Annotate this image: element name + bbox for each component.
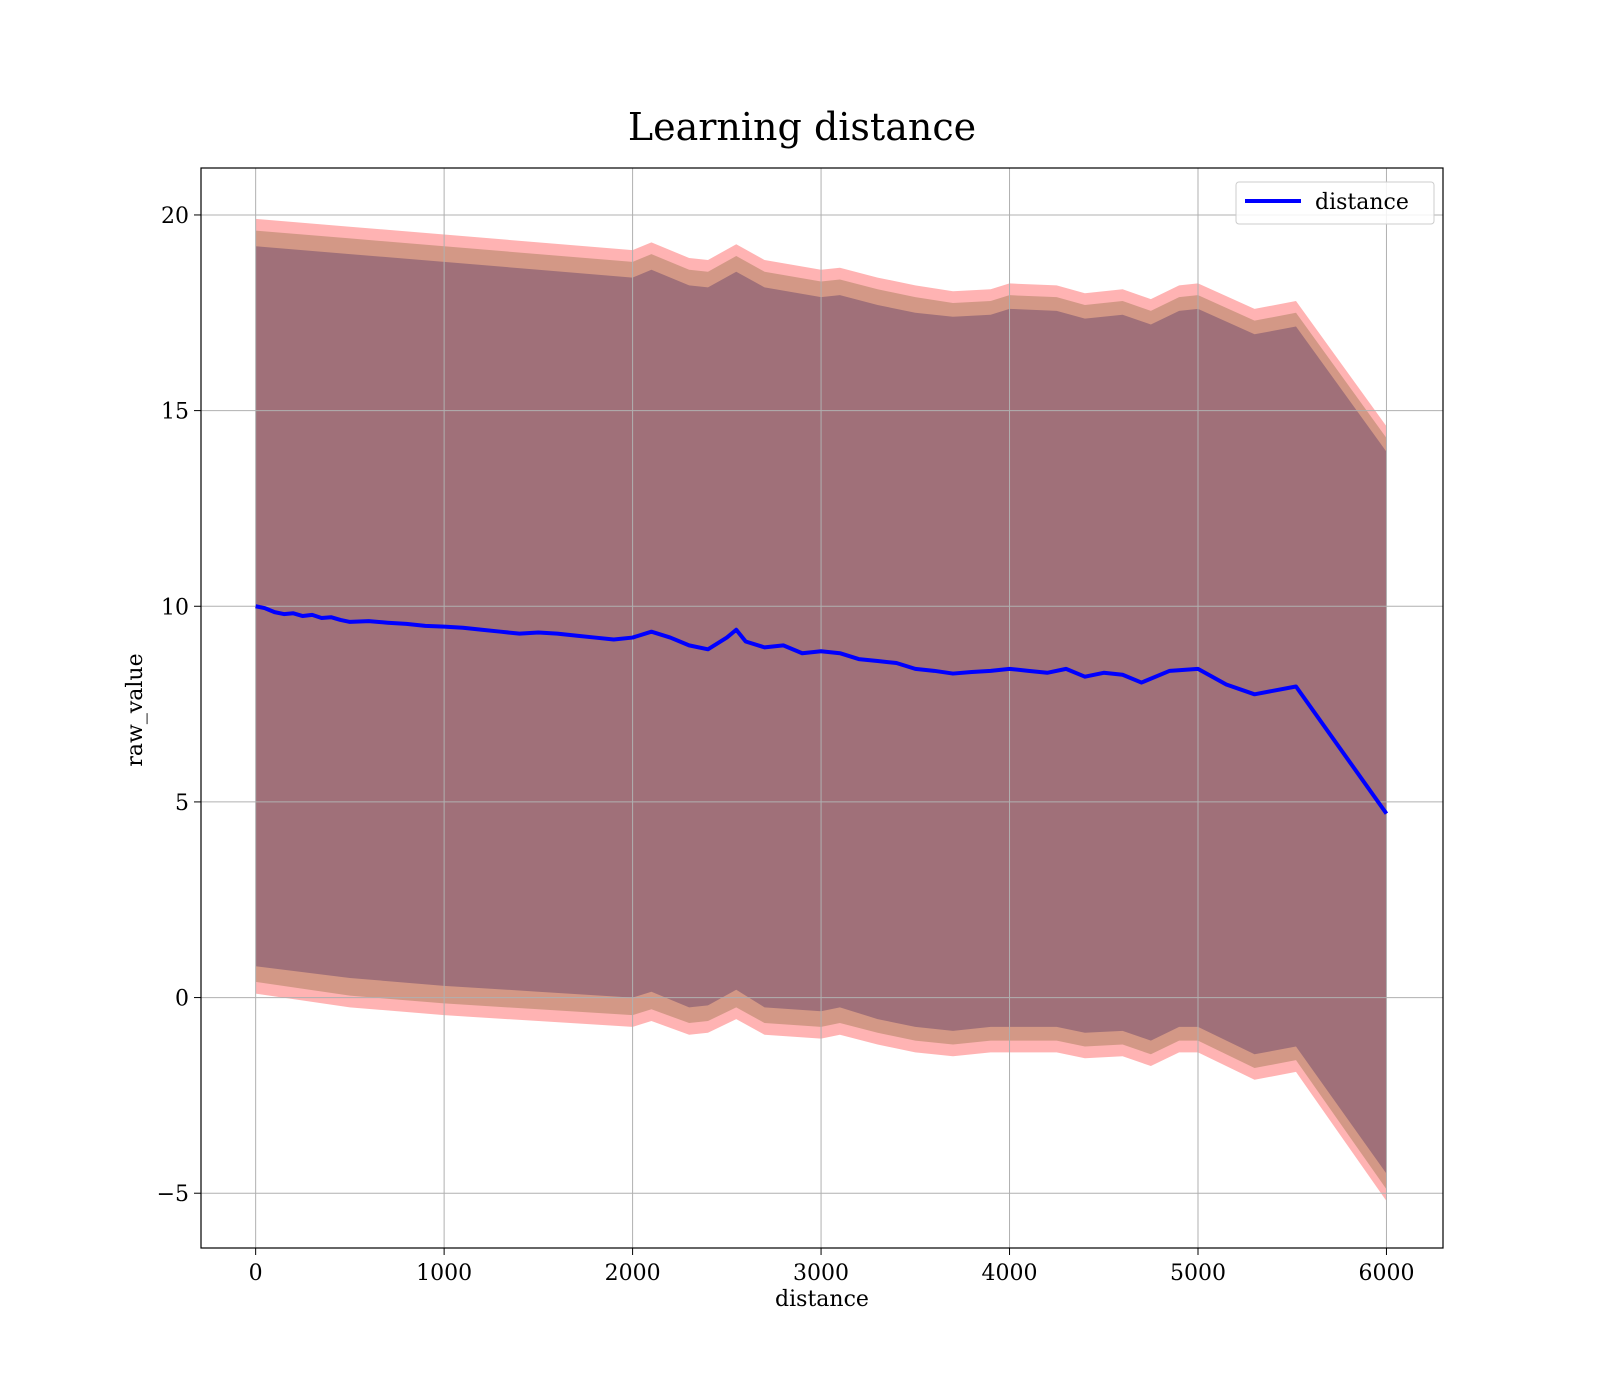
- legend-frame: [1235, 181, 1435, 225]
- y-tick-label: −5: [157, 1182, 189, 1207]
- x-tick-label: 4000: [982, 1261, 1038, 1286]
- x-tick-label: 0: [249, 1261, 263, 1286]
- y-tick-label: 20: [161, 204, 189, 229]
- y-axis-title: raw_value: [123, 653, 148, 766]
- plot-frame: [200, 167, 1444, 1249]
- y-tick-label: 5: [175, 791, 189, 816]
- x-axis-title: distance: [775, 1287, 869, 1312]
- plot-area: 0 1000 2000 3000 4000 5000 6000 −5 0 5 10 15 20: [157, 167, 1444, 1286]
- x-tick-label: 5000: [1170, 1261, 1226, 1286]
- series-line-distance: [255, 604, 1389, 815]
- y-tick-label: 15: [161, 400, 189, 425]
- legend-label-distance: distance: [1315, 190, 1409, 215]
- legend: distance: [1235, 181, 1435, 225]
- x-tick-label: 6000: [1358, 1261, 1414, 1286]
- x-tick-label: 1000: [416, 1261, 472, 1286]
- y-tick-label: 0: [175, 987, 189, 1012]
- x-tick-label: 2000: [605, 1261, 661, 1286]
- x-tick-label: 3000: [793, 1261, 849, 1286]
- chart-title: Learning distance: [628, 105, 976, 149]
- y-tick-label: 10: [161, 595, 189, 620]
